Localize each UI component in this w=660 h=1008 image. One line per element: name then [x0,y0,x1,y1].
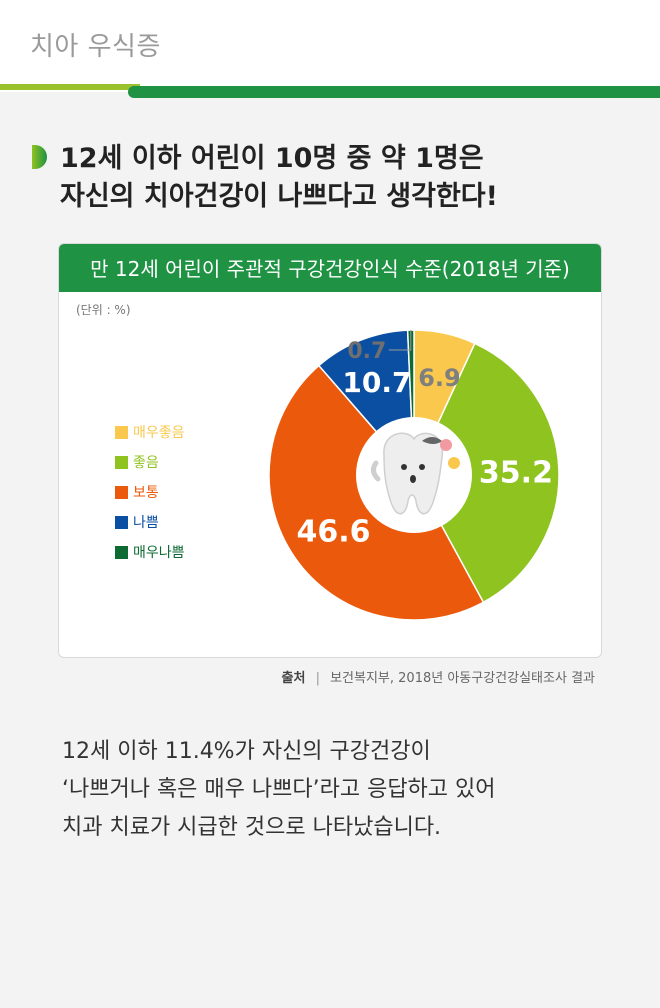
chart-title: 만 12세 어린이 주관적 구강건강인식 수준(2018년 기준) [59,244,601,292]
legend-item: 매우나쁨 [115,537,185,567]
body-text: 12세 이하 11.4%가 자신의 구강건강이 ‘나쁘거나 혹은 매우 나쁘다’… [62,733,496,847]
source-label: 출처 [281,671,306,686]
legend-swatch [115,455,128,469]
chart-unit: (단위 : %) [76,303,131,317]
pie-slice [413,342,560,604]
legend-label: 보통 [133,485,159,501]
pie-value-label: 10.7 [342,366,411,399]
tooth-character-icon [370,432,460,515]
heading-marker-icon [32,145,47,169]
body-line-3: 치과 치료가 시급한 것으로 나타났습니다. [62,815,442,840]
legend-swatch [115,425,128,439]
header-rule-dark [128,86,660,98]
legend-label: 좋음 [133,455,159,471]
legend-label: 매우좋음 [133,425,185,441]
headline: 12세 이하 어린이 10명 중 약 1명은 자신의 치아건강이 나쁘다고 생각… [60,140,498,216]
pie-value-label: 46.6 [297,515,371,550]
pie-value-label: 35.2 [479,455,553,490]
headline-line-1: 12세 이하 어린이 10명 중 약 1명은 [60,143,484,174]
legend-item: 좋음 [115,447,185,477]
chart-card: 만 12세 어린이 주관적 구강건강인식 수준(2018년 기준) (단위 : … [58,243,602,658]
source-text: 보건복지부, 2018년 아동구강건강실태조사 결과 [330,671,595,686]
legend-label: 매우나쁨 [133,545,185,561]
source-separator: | [315,671,320,686]
legend-label: 나쁨 [133,515,159,531]
header-rule-light [0,84,140,90]
body-line-1: 12세 이하 11.4%가 자신의 구강건강이 [62,739,431,764]
pie-value-label: 0.7 [347,339,386,364]
legend-item: 보통 [115,477,185,507]
legend-item: 나쁨 [115,507,185,537]
pie-value-label: 6.9 [418,364,461,392]
legend-swatch [115,545,128,559]
legend-swatch [115,485,128,499]
body-line-2: ‘나쁘거나 혹은 매우 나쁘다’라고 응답하고 있어 [62,777,496,802]
pie-chart: 6.9 35.2 46.6 10.70.7 [268,329,560,621]
top-bar: 치아 우식증 [0,0,660,92]
leader-line [388,330,412,351]
legend-swatch [115,515,128,529]
page-label: 치아 우식증 [30,32,161,62]
source-note: 출처 | 보건복지부, 2018년 아동구강건강실태조사 결과 [0,667,596,686]
headline-line-2: 자신의 치아건강이 나쁘다고 생각한다! [60,181,498,212]
legend-item: 매우좋음 [115,417,185,447]
